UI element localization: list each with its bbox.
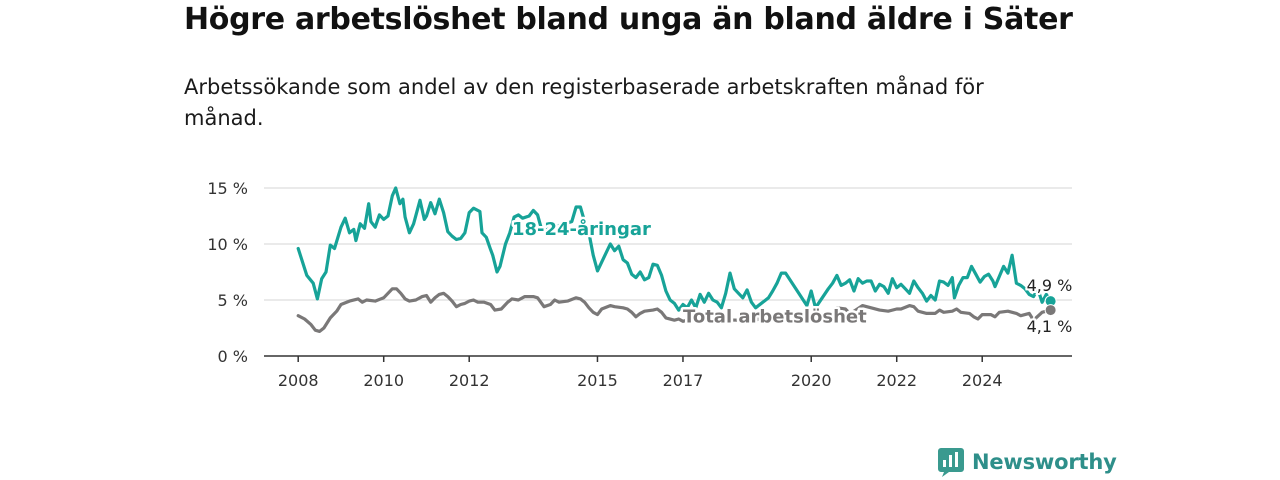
x-tick-label: 2020 (791, 371, 832, 390)
brand-name: Newsworthy (972, 450, 1117, 474)
x-tick-label: 2022 (876, 371, 917, 390)
chart-subtitle: Arbetssökande som andel av den registerb… (184, 75, 984, 130)
end-value-label-youth: 4,9 % (1027, 276, 1073, 295)
series-line-total (296, 287, 1053, 333)
x-tick-label: 2017 (663, 371, 704, 390)
end-value-label-total: 4,1 % (1027, 317, 1073, 336)
brand-logo: Newsworthy (938, 447, 1117, 477)
y-tick-label: 15 % (207, 179, 248, 198)
chart-title: Högre arbetslöshet bland unga än bland ä… (184, 2, 1073, 37)
bar-chart-icon (938, 448, 964, 477)
x-tick-label: 2012 (449, 371, 490, 390)
x-tick-label: 2008 (278, 371, 319, 390)
y-tick-label: 5 % (218, 291, 248, 310)
y-tick-label: 10 % (207, 235, 248, 254)
y-tick-label: 0 % (218, 347, 248, 366)
series-line-youth (296, 186, 1053, 312)
series-label-total: Total arbetslöshet (683, 306, 867, 327)
x-tick-label: 2024 (962, 371, 1003, 390)
series-label-youth: 18-24-åringar (512, 218, 651, 240)
x-tick-label: 2010 (363, 371, 404, 390)
x-tick-label: 2015 (577, 371, 618, 390)
end-marker-total (1044, 304, 1057, 317)
